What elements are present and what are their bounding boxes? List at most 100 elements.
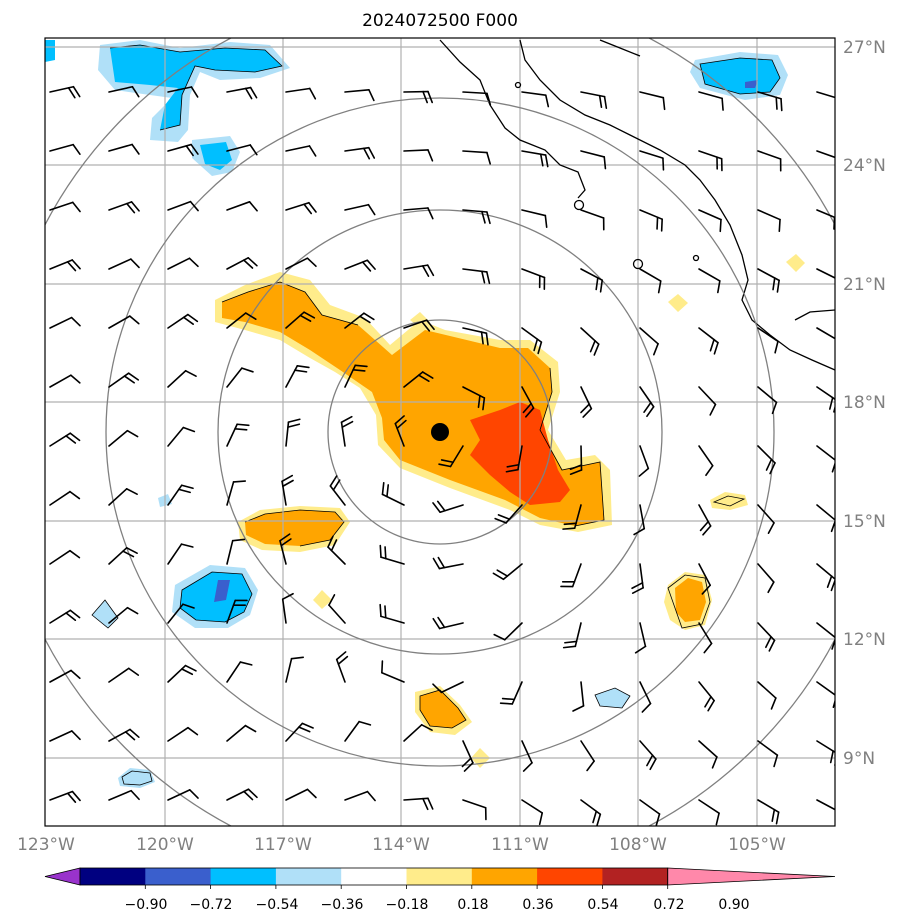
wind-barb-shaft <box>816 386 835 401</box>
wind-barb-flag <box>719 218 722 233</box>
wind-barb-shaft <box>757 327 779 343</box>
wind-barb-flag <box>586 760 595 772</box>
wind-barb-shaft <box>580 327 600 345</box>
wind-barb-shaft <box>344 146 370 152</box>
wind-barb-shaft <box>521 799 544 814</box>
wind-barb-flag <box>522 402 532 414</box>
wind-barb-flag <box>655 813 661 826</box>
wind-barb-flag <box>772 277 776 291</box>
colorbar-tick-label: 0.54 <box>587 897 618 913</box>
wind-barb-shaft <box>380 615 405 624</box>
wind-barb-flag <box>703 642 713 654</box>
wind-barb-shaft <box>816 445 835 461</box>
wind-barb-flag <box>367 203 376 216</box>
wind-barb-shaft <box>698 327 719 344</box>
wind-barb-flag <box>699 520 710 532</box>
wind-barb-shaft <box>279 539 287 565</box>
wind-barb-flag <box>432 502 441 514</box>
wind-barb-flag <box>562 527 576 530</box>
wind-barb-flag <box>124 731 136 741</box>
wind-barb-shaft <box>757 799 780 814</box>
wind-barb-shaft <box>345 855 369 859</box>
colorbar-segment <box>80 868 146 885</box>
wind-barb-flag <box>335 651 347 661</box>
wind-barb-flag <box>386 484 390 498</box>
wind-barb-flag <box>701 584 711 595</box>
wind-barb-flag <box>775 96 778 110</box>
wind-barb-flag <box>477 394 481 409</box>
wind-barb-flag <box>437 556 446 569</box>
wind-barb-shaft <box>580 740 595 762</box>
wind-barb-flag <box>771 808 776 822</box>
wind-barb-flag <box>829 750 834 764</box>
wind-barb-shaft <box>403 149 429 152</box>
wind-barb-shaft <box>403 723 423 742</box>
wind-barb-shaft <box>639 91 665 99</box>
map-frame <box>44 37 836 827</box>
wind-barb-flag <box>427 797 434 810</box>
wind-barb-shaft <box>108 258 132 270</box>
wind-barb-flag <box>438 463 452 468</box>
wind-barb-flag <box>281 592 294 601</box>
wind-barb-flag <box>572 705 585 712</box>
wind-barb-flag <box>394 415 405 425</box>
wind-barb-shaft <box>699 859 720 870</box>
wind-barb-shaft <box>226 312 247 329</box>
wind-barb-flag <box>713 341 719 355</box>
wind-barb-shaft <box>816 327 835 340</box>
wind-barb-shaft <box>757 681 777 699</box>
wind-barb-flag <box>544 94 550 108</box>
wind-barb-shaft <box>521 740 533 764</box>
wind-barb-flag <box>129 315 140 325</box>
wind-barb-flag <box>437 616 446 629</box>
wind-barb-shaft <box>344 89 370 93</box>
wind-barb-shaft <box>439 504 464 514</box>
lon-label: 108°W <box>609 835 667 855</box>
wind-barb-flag <box>705 464 714 477</box>
wind-barb-shaft <box>816 563 835 581</box>
wind-barb-flag <box>65 612 77 622</box>
wind-barb-flag <box>569 464 583 471</box>
wind-barb-flag <box>422 797 429 811</box>
wind-barb-shaft <box>167 313 189 329</box>
wind-barb-flag <box>776 279 780 293</box>
wind-barbs <box>49 85 835 870</box>
wind-barb-flag <box>425 319 435 331</box>
wind-barb-flag <box>501 697 516 701</box>
wind-barb-shaft <box>49 143 74 152</box>
wind-barb-shaft <box>49 316 73 329</box>
wind-barb-shaft <box>757 268 780 282</box>
wind-barb-shaft <box>381 493 405 506</box>
wind-barb-shaft <box>816 622 835 639</box>
wind-barb-flag <box>244 724 257 733</box>
wind-barb-flag <box>363 312 375 321</box>
wind-barb-flag <box>711 756 718 769</box>
wind-barb-flag <box>595 277 599 291</box>
colorbar-tick-label: 0.72 <box>653 897 684 913</box>
wind-barb-flag <box>427 207 434 220</box>
colorbar-segment <box>602 868 669 885</box>
wind-barb-flag <box>481 210 486 224</box>
wind-barb-shaft <box>285 365 299 388</box>
wind-barb-flag <box>131 85 140 98</box>
plot-title: 2024072500 F000 <box>362 11 518 31</box>
wind-barb-shaft <box>639 150 664 159</box>
wind-barb-flag <box>67 87 76 99</box>
wind-barb-shaft <box>698 504 712 527</box>
wind-barb-flag <box>279 533 291 542</box>
wind-barb-flag <box>427 149 434 162</box>
wind-barb-flag <box>396 419 407 430</box>
wind-barb-shaft <box>816 150 835 159</box>
wind-barb-shaft <box>327 546 346 565</box>
wind-barb-shaft <box>462 268 488 273</box>
wind-barb-flag <box>234 427 248 431</box>
wind-barb-flag <box>589 339 596 353</box>
wind-barb-flag <box>638 467 650 477</box>
wind-barb-shaft <box>329 485 346 506</box>
wind-barb-shaft <box>758 859 780 869</box>
colorbar-tick-label: −0.72 <box>190 897 233 913</box>
wind-barb-flag <box>187 726 199 736</box>
wind-barb-flag <box>244 312 257 320</box>
wind-barb-flag <box>721 97 724 111</box>
range-rings <box>45 38 835 826</box>
